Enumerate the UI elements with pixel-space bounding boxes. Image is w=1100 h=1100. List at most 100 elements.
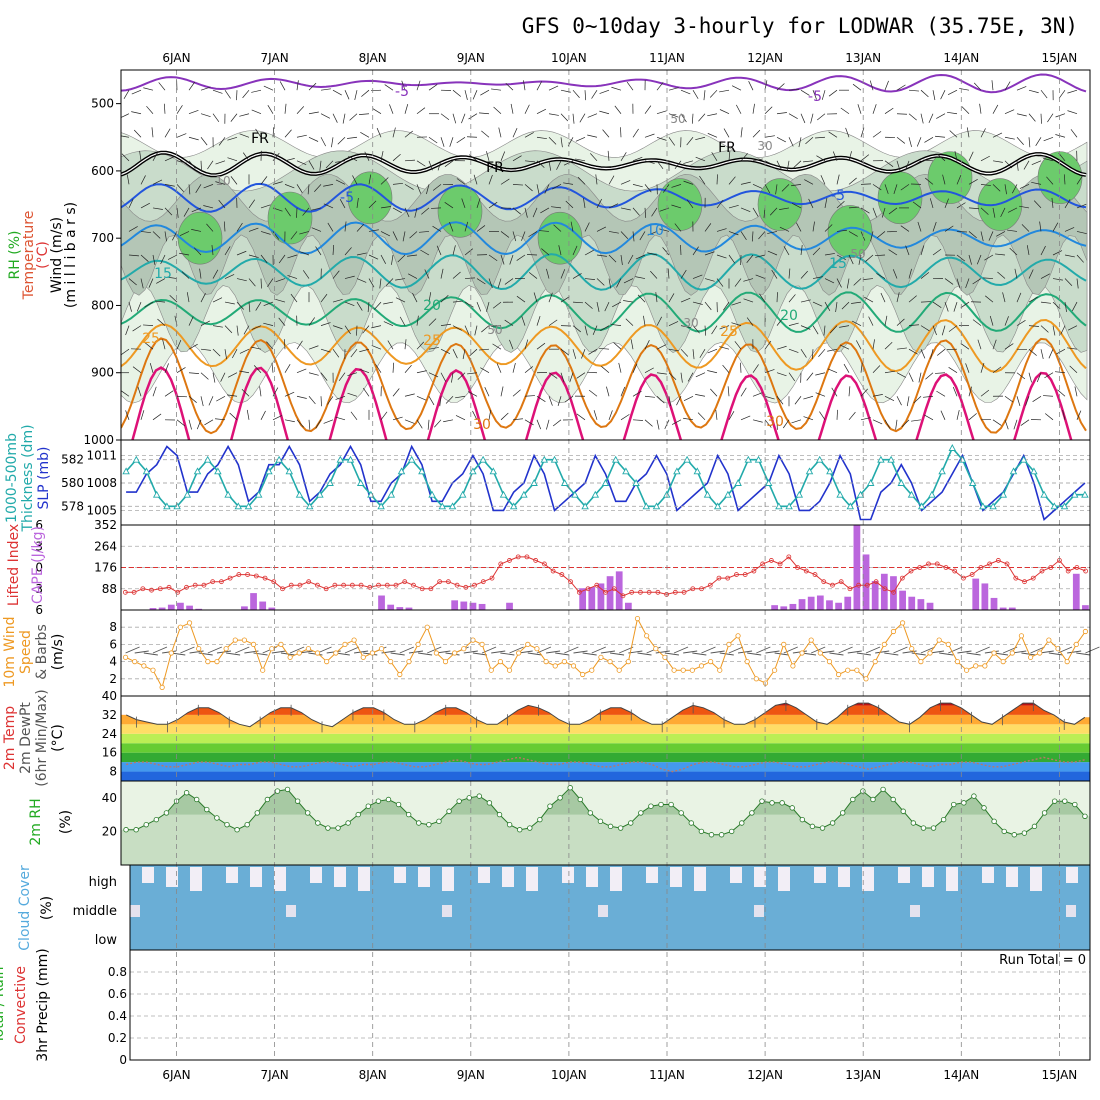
wind-barb [272, 127, 275, 138]
wind-barb [900, 184, 910, 191]
cape-bar [835, 602, 842, 610]
wind-barb [811, 349, 814, 360]
wind-barb [860, 154, 870, 162]
wind-barb [392, 127, 396, 138]
wind-barb [808, 198, 814, 209]
high-cloud-cell [226, 867, 238, 883]
wind-barb [524, 339, 529, 350]
wind-barb [1058, 89, 1066, 99]
wind-barb [476, 198, 481, 209]
wind-barb [810, 113, 814, 124]
wind-barb [560, 348, 570, 356]
wind-barb [893, 646, 908, 654]
wind-barb [716, 199, 724, 209]
date-label-top: 8JAN [359, 51, 387, 65]
wind-barb [323, 184, 334, 187]
wind-barb [440, 372, 447, 382]
wind-barb [439, 396, 442, 407]
wind-speed-point [717, 667, 723, 673]
thickness-point [1009, 467, 1018, 475]
wind-barb [491, 650, 506, 654]
lifted-index-point [166, 584, 172, 590]
rh-point [708, 832, 715, 838]
thickness-point [244, 502, 253, 510]
lifted-index-line [125, 556, 1086, 597]
wind-barb [1025, 396, 1030, 406]
wind-barb [284, 103, 287, 114]
contour-label: 25 [423, 333, 441, 349]
wind-barb [348, 155, 358, 162]
wind-barb [284, 391, 295, 397]
wind-barb [752, 129, 761, 138]
wind-barb [905, 245, 910, 256]
wind-barb [1028, 372, 1032, 383]
wind-speed-point [415, 641, 421, 648]
wind-barb [416, 419, 423, 429]
wind-barb [992, 104, 999, 114]
wind-barb [838, 646, 853, 654]
wind-barb [279, 81, 286, 91]
li-tick-label: 6 [35, 603, 43, 617]
slp-tick-label: 1005 [86, 503, 117, 517]
lifted-index-point [969, 572, 975, 577]
wind-barb [368, 254, 379, 260]
wind-barb [959, 88, 970, 91]
wind-barb [683, 160, 694, 164]
wind-barb [992, 339, 997, 350]
wind-barb [1064, 199, 1071, 209]
thickness-point [632, 479, 640, 486]
wind-barb [376, 127, 382, 138]
wind-barb [464, 248, 473, 256]
wind-barb [980, 155, 990, 162]
wind-barb [937, 153, 946, 162]
pressure-tick-label: 500 [91, 97, 114, 111]
wind-barb [536, 342, 546, 350]
precip-axis-label: Convective [13, 966, 29, 1044]
thickness-point [1060, 502, 1069, 510]
temperature-tick-label: 24 [102, 727, 117, 741]
wind-barb [901, 419, 910, 428]
wind-barb [932, 325, 937, 336]
wind-barb [200, 86, 211, 91]
lifted-index-point [873, 579, 879, 585]
wind-barb [347, 136, 358, 139]
wind-barb [764, 106, 773, 114]
wind-barb [367, 302, 370, 313]
wind-barb [932, 221, 937, 232]
wind-speed-point [397, 671, 403, 678]
cape-bar [972, 578, 980, 610]
wind-barb [728, 254, 736, 264]
wind-barb [315, 419, 322, 429]
wind-axis-label: (m/s) [50, 634, 66, 671]
wind-barb [408, 273, 418, 279]
wind-speed-point [342, 641, 348, 648]
wind-barb [356, 325, 358, 336]
wind-barb [404, 419, 415, 424]
wind-barb [776, 136, 786, 143]
lifted-index-point [1074, 565, 1080, 570]
wind-barb [131, 111, 142, 115]
wind-barb [776, 317, 784, 326]
wind-barb [791, 203, 802, 209]
cape-bar [478, 603, 486, 610]
wind-barb [975, 646, 990, 654]
wind-barb [611, 86, 622, 91]
rh-point [648, 803, 654, 809]
wind-barb [644, 105, 652, 114]
lifted-index-point [847, 586, 853, 592]
wind-barb [536, 316, 541, 326]
wind-barb [776, 160, 782, 170]
lifted-index-point [140, 586, 146, 592]
wind-barb [852, 83, 862, 91]
contour-label: 50 [670, 112, 685, 126]
pressure-tick-label: 700 [91, 231, 114, 245]
wind-barb [673, 646, 689, 654]
contour-label: -5 [395, 84, 409, 100]
wind-speed-point [772, 667, 778, 673]
lifted-index-point [690, 586, 696, 592]
rh-point [355, 811, 361, 818]
thickness-point [458, 490, 467, 498]
wind-barb [583, 197, 586, 208]
lifted-index-point [734, 572, 739, 577]
high-cloud-cell [982, 867, 994, 883]
